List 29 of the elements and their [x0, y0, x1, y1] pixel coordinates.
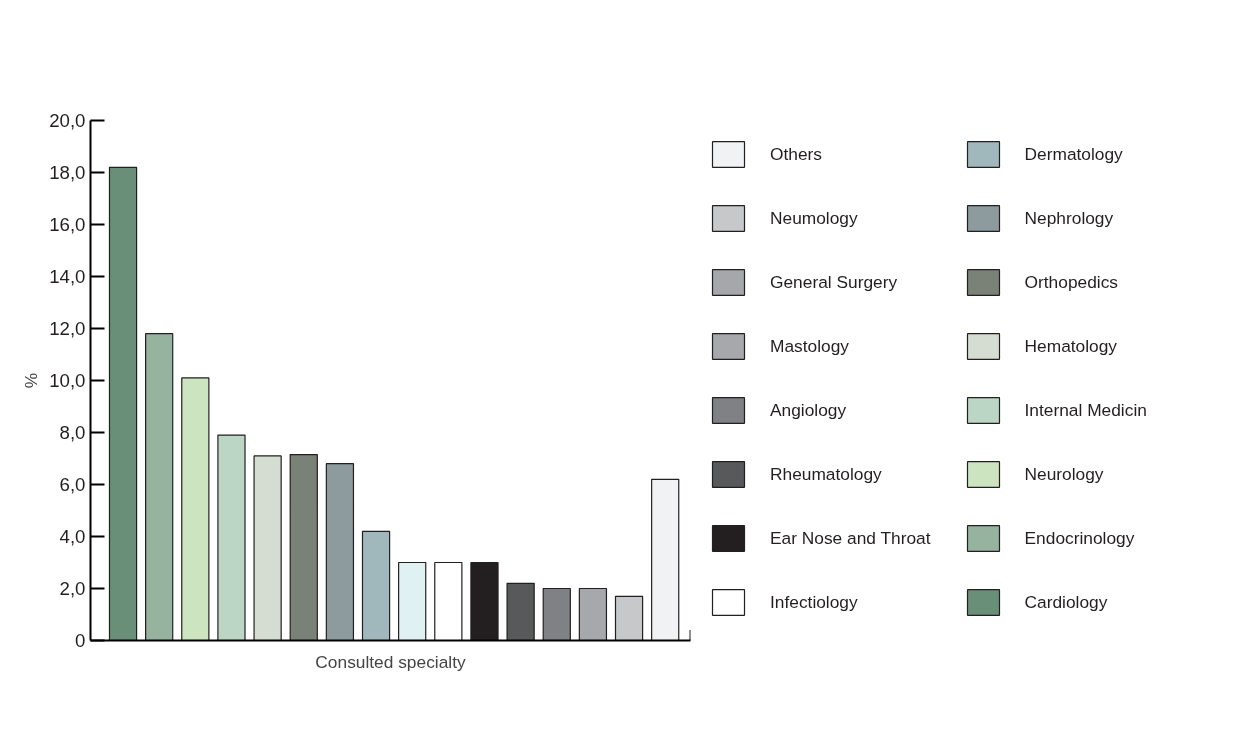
legend-label: Mastology	[770, 335, 849, 357]
legend-label: Angiology	[770, 399, 847, 421]
y-tick-label: 6,0	[59, 474, 86, 495]
legend-label: Neurology	[1024, 463, 1104, 485]
legend-label: Nephrology	[1024, 207, 1114, 229]
y-tick-label: 10,0	[49, 370, 86, 391]
y-tick-label: 2,0	[59, 578, 86, 599]
legend-label: Dermatology	[1024, 143, 1123, 165]
y-tick-label: 14,0	[49, 266, 86, 287]
legend-label: Ear Nose and Throat	[770, 527, 931, 549]
legend-label: Orthopedics	[1024, 271, 1118, 293]
legend-label: Rheumatology	[770, 463, 882, 485]
y-tick-label: 4,0	[59, 526, 86, 547]
y-tick-label: 8,0	[59, 422, 86, 443]
legend-label: Cardiology	[1024, 591, 1108, 613]
legend-label: Endocrinology	[1024, 527, 1135, 549]
legend-label: Neumology	[770, 207, 858, 229]
legend-label: Infectiology	[770, 591, 858, 613]
legend-label: General Surgery	[770, 271, 898, 293]
y-tick-label: 18,0	[49, 162, 86, 183]
legend-label: Internal Medicin	[1024, 399, 1147, 421]
y-tick-label: 12,0	[49, 318, 86, 339]
legend-label: Others	[770, 143, 823, 165]
y-tick-label: 0	[75, 630, 86, 651]
x-axis-title: Consulted specialty	[315, 651, 466, 672]
y-axis-title: %	[21, 372, 42, 389]
y-tick-label: 16,0	[49, 214, 86, 235]
legend-label: Hematology	[1024, 335, 1118, 357]
y-tick-label: 20,0	[49, 110, 86, 131]
